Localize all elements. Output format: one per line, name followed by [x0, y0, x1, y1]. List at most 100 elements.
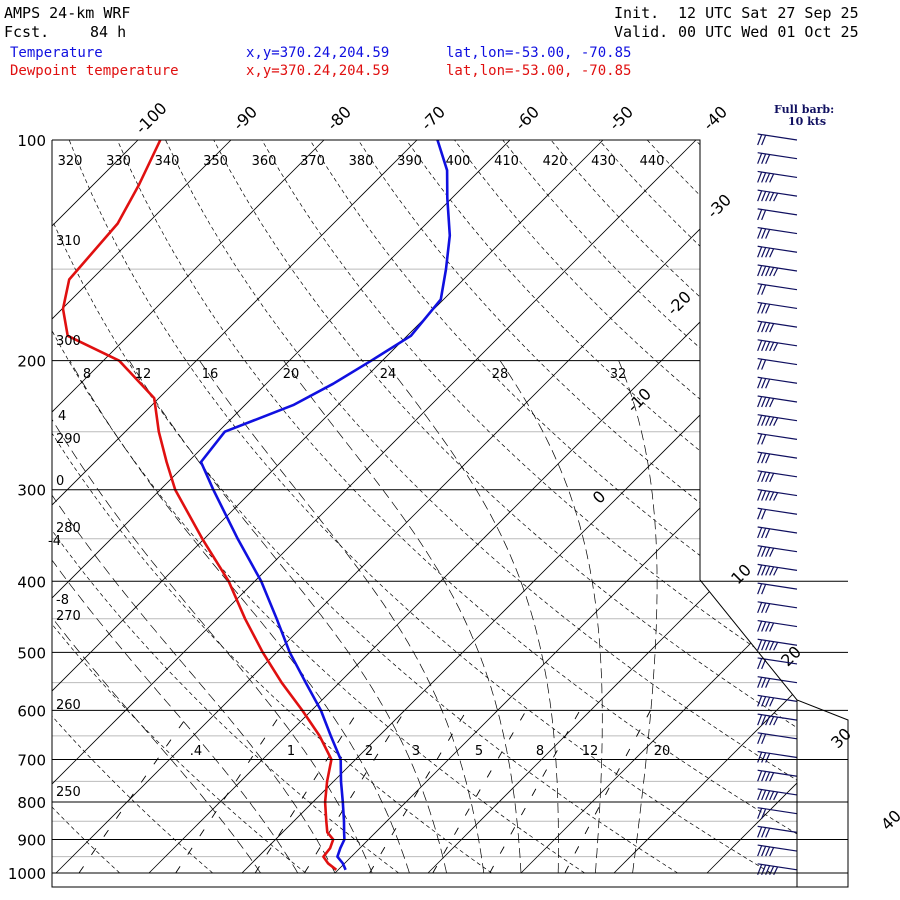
dry-adiabat-label: 430: [591, 154, 616, 169]
wind-barb-flag: [765, 565, 771, 576]
wind-barb-flag: [761, 284, 767, 295]
temperature-label: -20: [663, 287, 695, 319]
wind-barb-flag: [761, 509, 767, 520]
pressure-label: 900: [17, 831, 46, 849]
wind-barb-flag: [761, 789, 767, 801]
wind-barb-flag: [765, 453, 771, 464]
wind-barb: [757, 769, 798, 777]
isotherm: [800, 140, 900, 873]
wind-barb-flag: [757, 171, 763, 183]
dry-adiabat-label: 380: [349, 154, 374, 169]
wind-barb-flag: [757, 845, 763, 857]
wind-barb: [757, 526, 798, 534]
mixing-ratio-label: 20: [654, 744, 671, 759]
mixing-ratio-line: [254, 710, 359, 874]
wind-barb-flag: [765, 266, 771, 277]
wind-barb-flag: [757, 433, 763, 445]
wind-barb: [757, 844, 798, 852]
wind-barb: [757, 694, 798, 702]
wind-barb: [757, 301, 798, 310]
fcst-label: Fcst.: [4, 23, 50, 41]
dry-adiabat-label: 420: [543, 154, 568, 169]
isotherm: [427, 140, 797, 874]
dry-adiabat: [52, 140, 306, 874]
wind-barb-flag: [761, 584, 767, 595]
wind-barb-flag: [757, 134, 763, 146]
wind-barb-flag: [761, 827, 767, 838]
wind-barb-flag: [769, 566, 775, 576]
temperature-line: [199, 139, 452, 871]
wind-barb-flag: [773, 342, 779, 352]
wind-barb-flag: [761, 696, 767, 707]
wind-barb-flag: [765, 303, 771, 314]
wind-barb-flag: [757, 695, 763, 707]
dry-adiabat-label: 360: [252, 154, 277, 169]
moist-adiabat: [384, 360, 559, 873]
wind-barb-flag: [765, 678, 771, 688]
wind-barb-flag: [765, 696, 771, 707]
dry-adiabat-label: 260: [56, 698, 81, 713]
wind-barb-flag: [757, 733, 763, 745]
moist-adiabat: [52, 360, 336, 874]
mixing-ratio-line: [564, 710, 651, 874]
temperature-label: -80: [323, 102, 355, 134]
theta-e-label: 28: [492, 367, 509, 382]
mixing-ratio-label: 1: [287, 744, 295, 759]
wind-barb-flag: [765, 472, 771, 483]
temperature-label: 30: [827, 724, 855, 752]
dry-adiabat: [116, 140, 797, 874]
wind-barb-flag: [761, 303, 767, 314]
wind-barb-flag: [757, 489, 763, 501]
wind-barb: [757, 395, 798, 403]
isotherm: [613, 140, 797, 874]
barb-legend-line2: 10 kts: [788, 115, 827, 128]
wind-barb: [757, 732, 798, 740]
isotherm: [706, 140, 797, 874]
wind-barb: [757, 750, 798, 759]
temperature-label: -90: [229, 102, 261, 134]
wind-barb-flag: [757, 321, 763, 333]
temperature-label: -100: [132, 99, 171, 138]
mixing-ratio-label: 8: [536, 744, 544, 759]
wind-barb-flag: [773, 192, 779, 202]
wind-barb: [757, 451, 798, 459]
wind-barb-flag: [765, 247, 771, 258]
wind-barb-flag: [757, 658, 763, 670]
pressure-label: 100: [17, 132, 46, 150]
wind-barb-flag: [761, 453, 767, 464]
wind-barb-flag: [757, 190, 763, 202]
isotherm: [52, 140, 418, 874]
wind-barb-flag: [765, 603, 771, 614]
wind-barb-flag: [757, 377, 763, 389]
dry-adiabat-label: 400: [446, 154, 471, 169]
dry-adiabat: [52, 140, 585, 874]
wind-barb-flag: [765, 322, 771, 333]
wind-barb-flag: [761, 471, 767, 483]
wind-barb-flag: [757, 471, 763, 483]
wind-barb: [757, 807, 798, 815]
wind-barb-flag: [757, 808, 763, 819]
wind-barb-flag: [757, 527, 763, 539]
wind-barb: [757, 283, 798, 291]
wind-barb-flag: [757, 358, 763, 370]
isotherm: [893, 140, 900, 873]
wind-barb: [757, 245, 798, 253]
mixing-ratio-label: 2: [365, 744, 373, 759]
mixing-ratio-label: 3: [412, 744, 420, 759]
wind-barb: [757, 376, 798, 384]
dry-adiabat: [261, 140, 797, 874]
dry-adiabat: [68, 140, 771, 874]
dry-adiabat-label: 410: [494, 154, 519, 169]
fcst-value: 84 h: [90, 23, 127, 41]
wind-barb-flag: [757, 415, 763, 426]
wind-barbs: [757, 133, 798, 876]
wind-barb-flag: [757, 340, 763, 352]
dry-adiabat: [52, 140, 492, 874]
dry-adiabat: [165, 140, 797, 874]
temperature-label: -40: [699, 102, 731, 134]
wind-barb-flag: [761, 191, 767, 202]
isotherm: [52, 140, 697, 874]
pressure-label: 600: [17, 702, 46, 720]
wind-barb-flag: [765, 528, 771, 539]
pressure-label: 500: [17, 644, 46, 662]
